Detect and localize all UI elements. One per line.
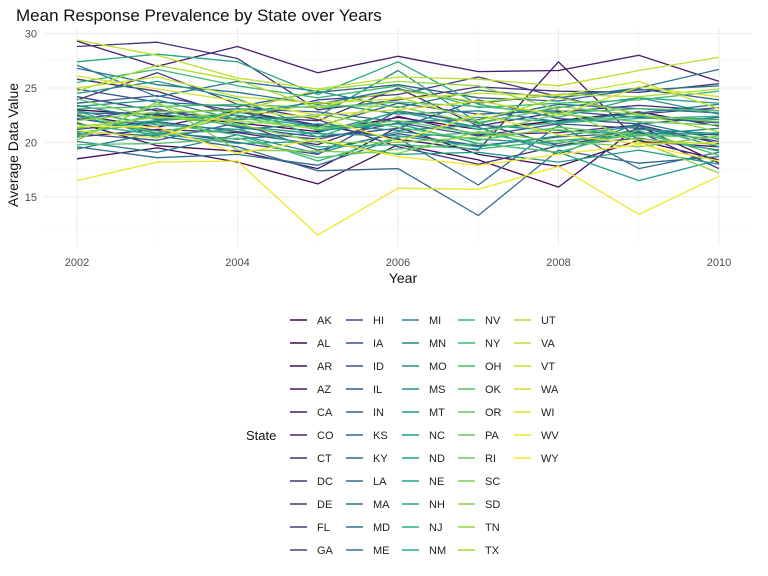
series-line-md — [76, 64, 720, 109]
legend-label-wi: WI — [541, 407, 554, 419]
series-line-wa — [76, 75, 720, 116]
x-axis-ticks: 2002 2004 2006 2008 2010 — [65, 257, 731, 269]
legend: State AK AL AR AZ CA CO CT DC DE FL GA HI IA ID IL IN KS… — [246, 315, 559, 557]
legend-label-or: OR — [485, 407, 502, 419]
legend-label-wv: WV — [541, 430, 559, 442]
legend-label-nj: NJ — [429, 522, 442, 534]
legend-label-pa: PA — [485, 430, 500, 442]
legend-label-tn: TN — [485, 522, 500, 534]
plot-area — [44, 28, 752, 246]
legend-label-mt: MT — [429, 407, 445, 419]
series-line-mn — [76, 128, 720, 155]
legend-label-mi: MI — [429, 315, 441, 327]
legend-label-sc: SC — [485, 476, 500, 488]
x-tick-label: 2008 — [546, 257, 570, 269]
series-line-ny — [76, 68, 720, 109]
legend-label-ga: GA — [317, 545, 334, 557]
legend-label-nh: NH — [429, 499, 445, 511]
chart-title: Mean Response Prevalence by State over Y… — [16, 6, 382, 25]
series-line-ri — [76, 98, 720, 125]
legend-label-nc: NC — [429, 430, 445, 442]
series-line-il — [76, 94, 720, 127]
series-line-tx — [76, 96, 720, 133]
series-line-wy — [76, 125, 720, 166]
legend-label-id: ID — [373, 361, 384, 373]
legend-label-wa: WA — [541, 384, 559, 396]
legend-label-vt: VT — [541, 361, 555, 373]
x-axis-label: Year — [389, 270, 418, 286]
x-tick-label: 2004 — [225, 257, 249, 269]
legend-label-ky: KY — [373, 453, 388, 465]
y-axis-label: Average Data Value — [5, 83, 21, 207]
legend-label-ma: MA — [373, 499, 390, 511]
x-tick-label: 2006 — [386, 257, 410, 269]
legend-label-ak: AK — [317, 315, 332, 327]
series-line-sd — [76, 103, 720, 146]
legend-label-de: DE — [317, 499, 332, 511]
legend-label-md: MD — [373, 522, 390, 534]
legend-label-sd: SD — [485, 499, 500, 511]
series-line-co — [76, 115, 720, 146]
legend-label-ia: IA — [373, 338, 384, 350]
legend-label-nv: NV — [485, 315, 501, 327]
legend-label-az: AZ — [317, 384, 331, 396]
legend-label-me: ME — [373, 545, 390, 557]
legend-label-al: AL — [317, 338, 330, 350]
series-line-ok — [76, 129, 720, 159]
legend-label-mn: MN — [429, 338, 446, 350]
legend-label-tx: TX — [485, 545, 500, 557]
legend-label-il: IL — [373, 384, 382, 396]
series-line-ca — [76, 40, 720, 83]
legend-label-la: LA — [373, 476, 387, 488]
series-line-wv — [76, 160, 720, 236]
legend-label-wy: WY — [541, 453, 559, 465]
legend-label-ok: OK — [485, 384, 502, 396]
legend-label-va: VA — [541, 338, 556, 350]
legend-items: AK AL AR AZ CA CO CT DC DE FL GA HI IA ID IL IN KS KY LA MA… — [290, 315, 559, 557]
series-line-ia — [76, 121, 720, 143]
legend-label-ct: CT — [317, 453, 332, 465]
legend-label-nd: ND — [429, 453, 445, 465]
legend-title: State — [246, 428, 276, 443]
legend-label-co: CO — [317, 430, 334, 442]
legend-label-ca: CA — [317, 407, 333, 419]
legend-label-ms: MS — [429, 384, 446, 396]
legend-label-ny: NY — [485, 338, 501, 350]
y-tick-label: 20 — [25, 137, 37, 149]
series-line-ky — [76, 130, 720, 217]
legend-label-ut: UT — [541, 315, 556, 327]
legend-label-hi: HI — [373, 315, 384, 327]
legend-label-nm: NM — [429, 545, 446, 557]
series-line-tn — [76, 80, 720, 174]
series-line-vt — [76, 76, 720, 110]
series-line-oh — [76, 101, 720, 114]
series-line-ks — [76, 103, 720, 123]
legend-label-ne: NE — [429, 476, 444, 488]
series-line-wi — [76, 110, 720, 145]
y-tick-label: 30 — [25, 28, 37, 40]
legend-label-ks: KS — [373, 430, 388, 442]
legend-label-fl: FL — [317, 522, 330, 534]
series-line-nh — [76, 53, 720, 119]
series-line-in — [76, 84, 720, 108]
series-line-or — [76, 113, 720, 141]
series-line-pa — [76, 113, 720, 135]
legend-label-dc: DC — [317, 476, 333, 488]
legend-label-ri: RI — [485, 453, 496, 465]
series-line-hi — [76, 99, 720, 138]
y-tick-label: 25 — [25, 83, 37, 95]
series-line-va — [76, 39, 720, 90]
series-line-nd — [76, 115, 720, 165]
y-tick-label: 15 — [25, 192, 37, 204]
x-tick-label: 2010 — [707, 257, 731, 269]
legend-label-ar: AR — [317, 361, 332, 373]
legend-label-oh: OH — [485, 361, 502, 373]
x-tick-label: 2002 — [65, 257, 89, 269]
legend-label-in: IN — [373, 407, 384, 419]
series-lines — [76, 39, 720, 236]
y-axis-ticks: 15 20 25 30 — [25, 28, 37, 204]
legend-label-mo: MO — [429, 361, 447, 373]
